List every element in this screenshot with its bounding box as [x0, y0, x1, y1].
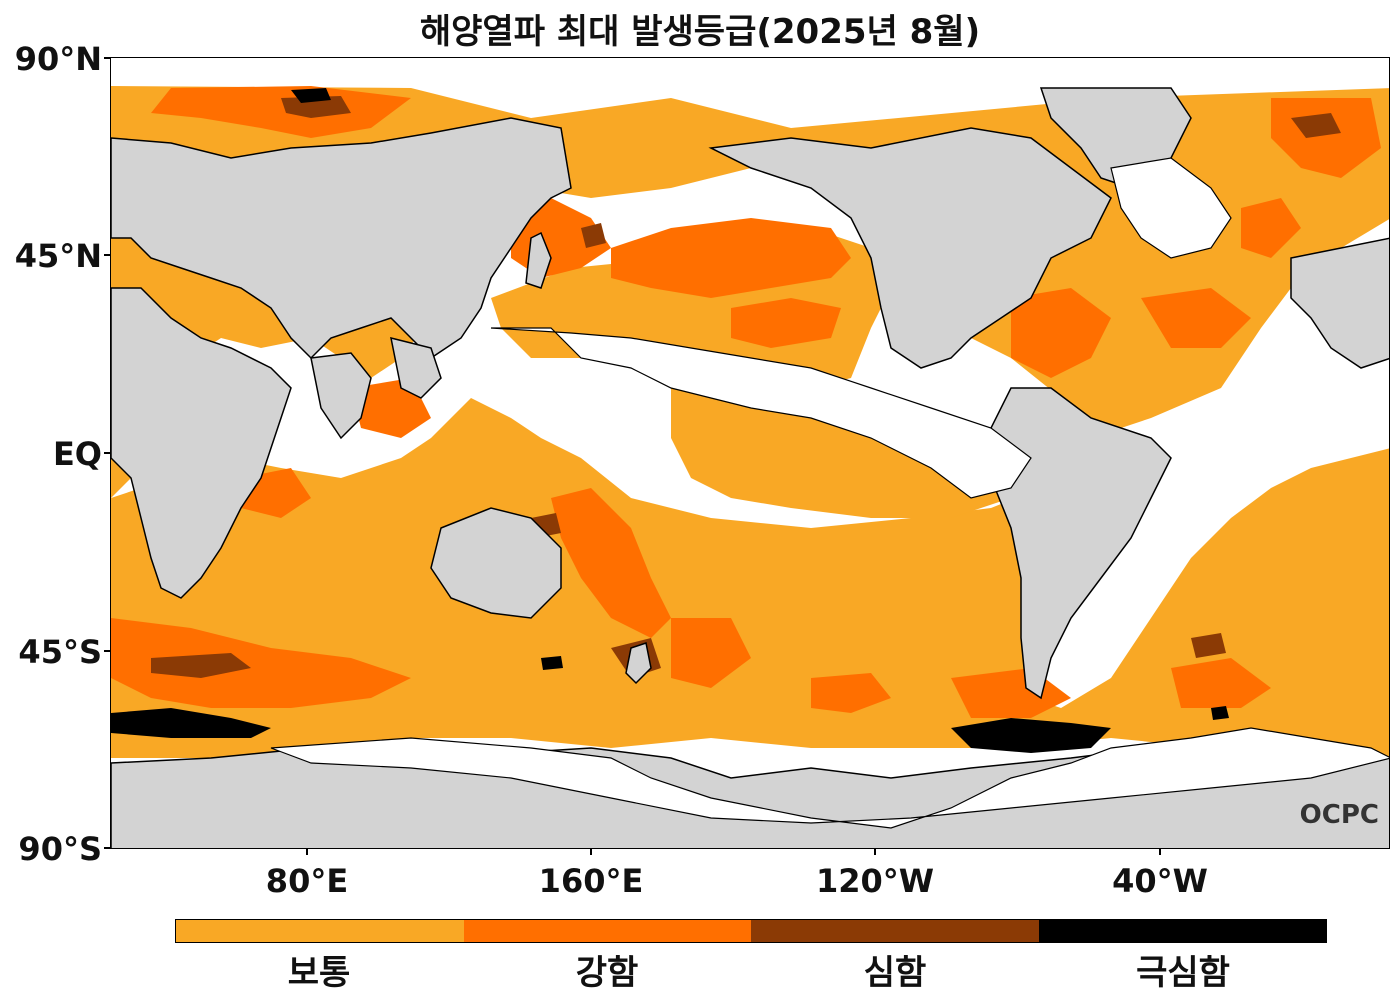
heatwave-extreme-regions	[111, 88, 1229, 753]
legend-swatch-strong	[463, 920, 751, 942]
legend-swatch-severe	[751, 920, 1039, 942]
world-map: OCPC	[110, 57, 1390, 849]
ice-shelves	[270, 157, 1389, 829]
lat-tick	[104, 847, 110, 849]
lon-label-80e: 80°E	[265, 862, 349, 900]
lat-label-90s: 90°S	[18, 830, 102, 868]
land-masses	[111, 87, 1389, 848]
legend-label-moderate: 보통	[287, 953, 351, 993]
lat-tick	[104, 452, 110, 454]
map-title: 해양열파 최대 발생등급(2025년 8월)	[419, 12, 981, 52]
lat-tick	[104, 57, 110, 59]
legend-swatch-extreme	[1038, 920, 1326, 942]
legend-label-extreme: 극심함	[1136, 953, 1230, 993]
lon-tick	[590, 849, 592, 855]
lat-tick	[104, 650, 110, 652]
lat-label-45n: 45°N	[14, 237, 102, 275]
lon-label-120w: 120°W	[815, 862, 935, 900]
legend-swatch-moderate	[176, 920, 464, 942]
legend-colorbar	[175, 919, 1327, 943]
lon-label-40w: 40°W	[1112, 862, 1208, 900]
lon-tick	[306, 849, 308, 855]
ocpc-logo: OCPC	[1300, 800, 1379, 830]
lat-label-90n: 90°N	[14, 40, 102, 78]
lat-label-45s: 45°S	[18, 633, 102, 671]
lon-tick	[874, 849, 876, 855]
lat-tick	[104, 254, 110, 256]
lon-label-160e: 160°E	[538, 862, 644, 900]
legend-label-strong: 강함	[575, 953, 639, 993]
legend-label-severe: 심함	[863, 953, 927, 993]
lon-tick	[1159, 849, 1161, 855]
lat-label-eq: EQ	[52, 435, 102, 473]
